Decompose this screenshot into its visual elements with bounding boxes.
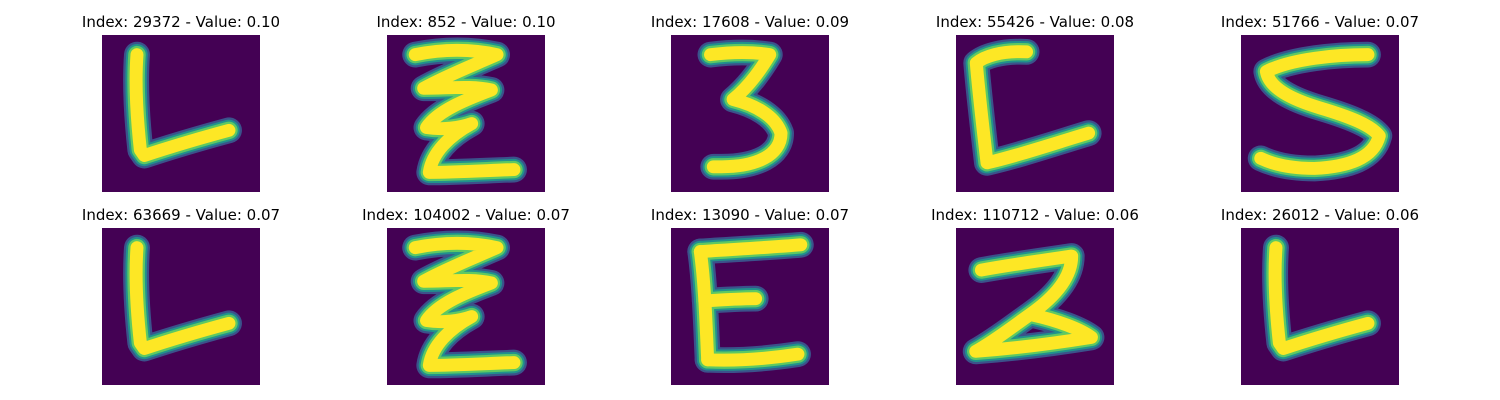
glyph-stroke: [408, 43, 521, 179]
glyph-stroke: [1254, 48, 1386, 175]
glyph-image: [671, 228, 829, 385]
glyph-image: [387, 35, 545, 192]
glyph-image: [956, 228, 1114, 385]
panel-title: Index: 51766 - Value: 0.07: [1220, 13, 1420, 31]
panel-title: Index: 29372 - Value: 0.10: [81, 13, 281, 31]
glyph-image: [102, 35, 260, 192]
glyph-stroke: [698, 292, 763, 308]
glyph-stroke: [969, 249, 1098, 358]
glyph-stroke: [701, 347, 805, 367]
glyph-stroke: [704, 46, 788, 174]
glyph-stroke: [1268, 241, 1375, 356]
glyph-stroke: [693, 238, 808, 258]
panel-title: Index: 55426 - Value: 0.08: [935, 13, 1135, 31]
glyph-image: [387, 228, 545, 385]
panel-title: Index: 26012 - Value: 0.06: [1220, 206, 1420, 224]
panel-title: Index: 110712 - Value: 0.06: [931, 206, 1139, 224]
panel-title: Index: 17608 - Value: 0.09: [650, 13, 850, 31]
glyph-image: [102, 228, 260, 385]
panel-title: Index: 63669 - Value: 0.07: [81, 206, 281, 224]
glyph-stroke: [408, 236, 521, 372]
glyph-image: [671, 35, 829, 192]
panel-title: Index: 104002 - Value: 0.07: [362, 206, 570, 224]
glyph-stroke: [969, 45, 1096, 170]
panel-title: Index: 852 - Value: 0.10: [376, 13, 556, 31]
glyph-stroke: [129, 241, 236, 356]
glyph-stroke: [129, 48, 236, 163]
panel-title: Index: 13090 - Value: 0.07: [650, 206, 850, 224]
glyph-image: [956, 35, 1114, 192]
glyph-image: [1241, 35, 1399, 192]
glyph-image: [1241, 228, 1399, 385]
